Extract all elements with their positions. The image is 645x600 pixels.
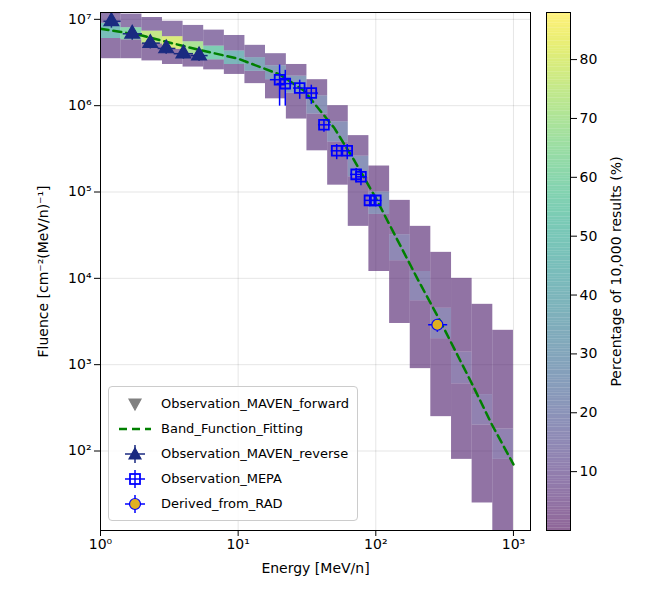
svg-text:40: 40 xyxy=(580,287,598,303)
svg-text:10⁷: 10⁷ xyxy=(68,11,91,27)
svg-text:70: 70 xyxy=(580,110,598,126)
svg-text:10⁴: 10⁴ xyxy=(68,270,92,286)
svg-text:10⁶: 10⁶ xyxy=(68,97,92,113)
svg-text:50: 50 xyxy=(580,228,598,244)
html-text:Observation_MAVEN_reverse: Observation_MAVEN_reverse xyxy=(161,446,349,461)
svg-text:20: 20 xyxy=(580,404,598,420)
svg-text:10¹: 10¹ xyxy=(226,536,249,552)
html-text:Derived_from_RAD: Derived_from_RAD xyxy=(161,496,283,511)
svg-text:60: 60 xyxy=(580,169,598,185)
svg-text:Fluence [cm⁻²(MeV/n)⁻¹]: Fluence [cm⁻²(MeV/n)⁻¹] xyxy=(35,185,51,357)
svg-text:10³: 10³ xyxy=(68,356,91,372)
html-text:Observation_MAVEN_forward: Observation_MAVEN_forward xyxy=(161,396,350,411)
svg-text:10⁰: 10⁰ xyxy=(89,536,113,552)
svg-text:10²: 10² xyxy=(68,442,91,458)
svg-text:80: 80 xyxy=(580,51,598,67)
svg-text:Percentage of 10,000 results (: Percentage of 10,000 results (%) xyxy=(608,156,624,386)
html-text:Band_Function_Fitting: Band_Function_Fitting xyxy=(161,421,304,436)
svg-text:10³: 10³ xyxy=(502,536,525,552)
svg-text:Energy [MeV/n]: Energy [MeV/n] xyxy=(261,560,369,576)
svg-text:30: 30 xyxy=(580,345,598,361)
svg-text:10²: 10² xyxy=(364,536,387,552)
svg-text:10: 10 xyxy=(580,463,598,479)
svg-text:10⁵: 10⁵ xyxy=(68,183,91,199)
html-text:Observation_MEPA: Observation_MEPA xyxy=(161,471,282,486)
